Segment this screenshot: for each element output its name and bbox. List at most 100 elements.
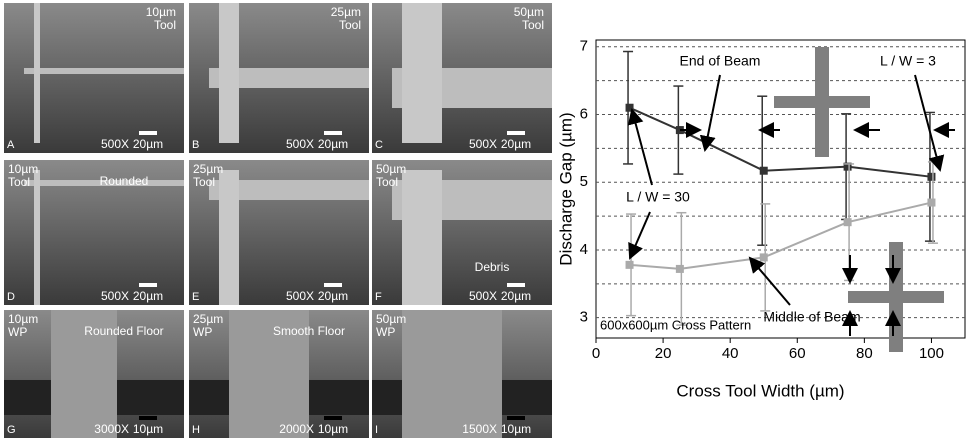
scale-label: 20µm — [501, 137, 531, 151]
scale-bar — [139, 131, 157, 135]
magnification: 500X — [101, 289, 129, 303]
panel-caption: Tool — [8, 175, 30, 189]
magnification: 500X — [469, 137, 497, 151]
panel-caption: 10µm — [8, 162, 38, 176]
panel-caption: 25µm — [331, 5, 361, 19]
panel-caption: 10µm — [8, 312, 38, 326]
tool-bar — [402, 3, 442, 143]
panel-caption: WP — [8, 325, 27, 339]
panel-note: Debris — [475, 260, 510, 274]
panel-letter: C — [375, 139, 383, 151]
data-point — [760, 167, 768, 175]
scale-bar — [139, 416, 157, 420]
data-point — [676, 265, 684, 273]
panel-caption: Tool — [154, 18, 176, 32]
panel-letter: D — [7, 291, 15, 303]
cross-icon — [848, 291, 944, 303]
data-point — [626, 261, 634, 269]
scale-label: 10µm — [501, 422, 531, 436]
cross-icon — [774, 96, 870, 108]
tool-bar — [34, 3, 40, 143]
arrow — [750, 258, 790, 305]
scale-label: 20µm — [501, 289, 531, 303]
panel-note: Rounded — [100, 174, 149, 188]
annotation: L / W = 3 — [880, 53, 936, 69]
panel-caption: 10µm — [146, 5, 176, 19]
panel-letter: H — [192, 424, 200, 436]
scale-bar — [139, 283, 157, 287]
annotation: L / W = 30 — [626, 189, 690, 205]
series-annotation: End of Beam — [680, 53, 761, 69]
data-point — [927, 199, 935, 207]
panel-letter: E — [192, 291, 199, 303]
tool-bar — [219, 170, 239, 305]
scale-label: 20µm — [133, 137, 163, 151]
scale-bar — [507, 283, 525, 287]
x-tick-label: 0 — [592, 345, 600, 362]
y-tick-label: 7 — [580, 38, 588, 55]
panel-letter: B — [192, 139, 199, 151]
scale-label: 20µm — [318, 289, 348, 303]
scale-label: 10µm — [133, 422, 163, 436]
magnification: 500X — [286, 137, 314, 151]
series-annotation: Middle of Beam — [763, 309, 860, 325]
channel-floor — [402, 310, 502, 438]
x-tick-label: 80 — [856, 345, 873, 362]
y-tick-label: 5 — [580, 173, 588, 190]
arrow — [632, 110, 652, 185]
panel-caption: WP — [376, 325, 395, 339]
y-tick-label: 4 — [580, 241, 588, 258]
y-tick-label: 6 — [580, 105, 588, 122]
magnification: 500X — [469, 289, 497, 303]
panel-caption: 50µm — [514, 5, 544, 19]
scale-label: 20µm — [318, 137, 348, 151]
x-axis-label: Cross Tool Width (µm) — [676, 381, 844, 400]
x-tick-label: 20 — [655, 345, 672, 362]
scale-bar — [324, 131, 342, 135]
panel-caption: Tool — [376, 175, 398, 189]
arrow — [915, 75, 940, 170]
x-tick-label: 100 — [919, 345, 944, 362]
tool-bar — [402, 170, 442, 305]
figure: 10µmToolA500X20µm25µmToolB500X20µm50µmTo… — [0, 0, 970, 440]
y-tick-label: 3 — [580, 309, 588, 326]
scale-bar — [324, 416, 342, 420]
magnification: 3000X — [94, 422, 129, 436]
panel-note: Smooth Floor — [273, 324, 345, 338]
magnification: 2000X — [279, 422, 314, 436]
scale-label: 10µm — [318, 422, 348, 436]
x-tick-label: 60 — [789, 345, 806, 362]
tool-bar — [24, 68, 184, 74]
scale-bar — [324, 283, 342, 287]
magnification: 1500X — [462, 422, 497, 436]
panel-letter: A — [7, 139, 15, 151]
page: 10µmToolA500X20µm25µmToolB500X20µm50µmTo… — [0, 0, 970, 440]
scale-bar — [507, 416, 525, 420]
panel-caption: 25µm — [193, 162, 223, 176]
magnification: 500X — [286, 289, 314, 303]
magnification: 500X — [101, 137, 129, 151]
panel-caption: Tool — [193, 175, 215, 189]
panel-letter: G — [7, 424, 16, 436]
arrow — [630, 212, 650, 258]
annotation: 600x600µm Cross Pattern — [600, 317, 751, 332]
panel-letter: F — [375, 291, 382, 303]
series-line — [630, 108, 932, 177]
panel-letter: I — [375, 424, 378, 436]
scale-bar — [507, 131, 525, 135]
data-point — [760, 253, 768, 261]
x-tick-label: 40 — [722, 345, 739, 362]
series-line — [630, 203, 932, 269]
panel-caption: 25µm — [193, 312, 223, 326]
panel-note: Rounded Floor — [84, 324, 163, 338]
y-axis-label: Discharge Gap (µm) — [556, 112, 575, 265]
scale-label: 20µm — [133, 289, 163, 303]
panel-caption: Tool — [339, 18, 361, 32]
panel-caption: WP — [193, 325, 212, 339]
panel-caption: 50µm — [376, 162, 406, 176]
data-point — [844, 218, 852, 226]
tool-bar — [219, 3, 239, 143]
data-point — [927, 173, 935, 181]
panel-caption: 50µm — [376, 312, 406, 326]
panel-caption: Tool — [522, 18, 544, 32]
